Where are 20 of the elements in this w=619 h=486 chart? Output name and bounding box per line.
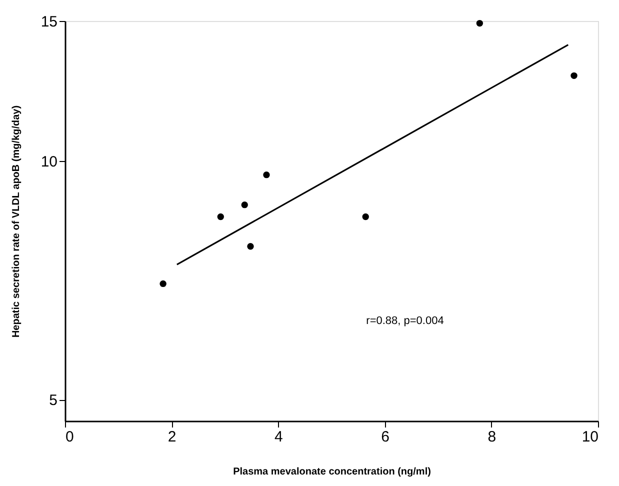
x-tick-label: 10 [582, 428, 598, 446]
x-tick-label: 0 [66, 428, 74, 446]
point [160, 280, 166, 288]
y-tick-label: 10 [40, 153, 58, 170]
x-tick-label: 6 [381, 428, 390, 446]
y-tick-label: 15 [40, 14, 58, 30]
x-tick-label: 8 [488, 428, 496, 446]
x-axis-title: Plasma mevalonate concentration (ng/ml) [233, 466, 431, 478]
point [217, 213, 224, 220]
point [263, 171, 270, 178]
point [362, 213, 369, 220]
y-tick-label: 5 [49, 392, 58, 410]
point [476, 20, 484, 27]
y-axis-title: Hepatic secretion rate of VLDL apoB (mg/kg/day) [10, 105, 22, 338]
x-tick-label: 4 [274, 428, 283, 446]
point [570, 72, 578, 80]
x-tick-label: 2 [168, 428, 176, 446]
annotation: r=0.88, p=0.004 [366, 315, 444, 327]
point [241, 201, 248, 208]
point [247, 243, 254, 250]
